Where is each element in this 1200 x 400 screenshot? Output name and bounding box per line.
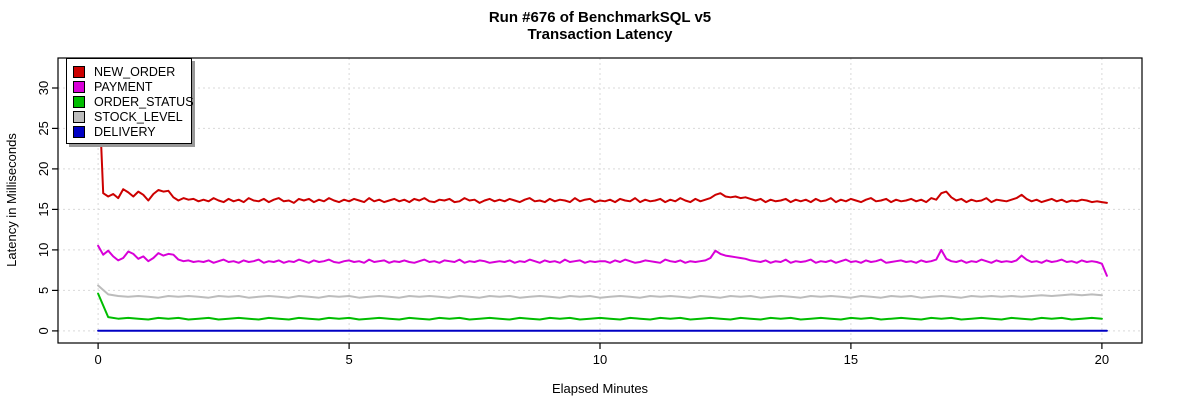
x-tick-label: 5 xyxy=(345,352,352,367)
legend-label: ORDER_STATUS xyxy=(94,94,194,109)
legend-swatch-order_status xyxy=(73,95,85,108)
series-line-new_order xyxy=(97,70,1108,204)
y-tick-label: 10 xyxy=(36,243,51,257)
series-line-stock_level xyxy=(97,284,1103,299)
y-tick-label: 15 xyxy=(36,202,51,216)
legend-label: STOCK_LEVEL xyxy=(94,109,183,124)
legend-label: NEW_ORDER xyxy=(94,64,176,79)
legend-label: DELIVERY xyxy=(94,124,156,139)
legend-label: PAYMENT xyxy=(94,79,153,94)
legend-box: NEW_ORDER PAYMENT ORDER_STATUS STOCK_LEVEL D… xyxy=(66,58,194,144)
legend-swatch-payment xyxy=(73,80,85,93)
x-tick-label: 15 xyxy=(844,352,858,367)
legend-swatch-stock_level xyxy=(73,110,85,123)
y-tick-label: 30 xyxy=(36,81,51,95)
x-tick-label: 10 xyxy=(593,352,607,367)
x-axis-label: Elapsed Minutes xyxy=(552,381,649,396)
y-tick-label: 20 xyxy=(36,162,51,176)
legend-item-new_order: NEW_ORDER xyxy=(73,64,185,79)
chart-title-line2: Transaction Latency xyxy=(527,26,673,43)
legend-item-payment: PAYMENT xyxy=(73,79,185,94)
x-tick-label: 0 xyxy=(94,352,101,367)
legend-item-order_status: ORDER_STATUS xyxy=(73,94,194,109)
legend-swatch-new_order xyxy=(73,65,85,78)
legend-item-stock_level: STOCK_LEVEL xyxy=(73,109,185,124)
chart-title-line1: Run #676 of BenchmarkSQL v5 xyxy=(488,9,712,26)
y-axis-label: Latency in Milliseconds xyxy=(4,133,19,267)
chart-title-block: Run #676 of BenchmarkSQL v5 Transaction … xyxy=(0,9,1200,43)
y-tick-label: 25 xyxy=(36,121,51,135)
x-tick-label: 20 xyxy=(1095,352,1109,367)
legend-item-delivery: DELIVERY xyxy=(73,124,185,139)
series-line-payment xyxy=(97,244,1108,277)
y-tick-label: 0 xyxy=(36,327,51,334)
y-tick-label: 5 xyxy=(36,287,51,294)
legend-swatch-delivery xyxy=(73,125,85,138)
series-line-order_status xyxy=(97,292,1103,321)
